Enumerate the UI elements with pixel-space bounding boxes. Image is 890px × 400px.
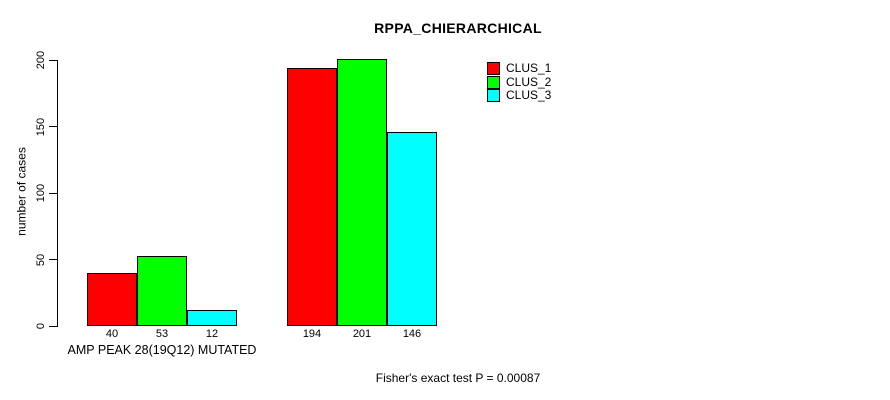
bar-value-label: 201 xyxy=(352,328,372,340)
bar-value-label: 40 xyxy=(105,328,119,340)
bar-value-label: 12 xyxy=(205,328,219,340)
y-tick xyxy=(49,192,57,194)
x-category-label: AMP PEAK 28(19Q12) MUTATED xyxy=(67,343,257,357)
y-tick-label: 100 xyxy=(35,183,47,203)
bar-value-label: 194 xyxy=(302,328,322,340)
y-tick-label: 0 xyxy=(35,322,47,330)
y-tick xyxy=(49,259,57,260)
y-tick-label: 50 xyxy=(35,253,47,266)
y-tick-label: 200 xyxy=(35,50,47,70)
legend-label-clus-2: CLUS_2 xyxy=(506,74,552,89)
bar-value-label: 146 xyxy=(402,328,422,340)
legend-label-clus-3: CLUS_3 xyxy=(506,87,552,102)
y-tick-label: 150 xyxy=(35,117,47,136)
legend: CLUS_1 CLUS_2 CLUS_3 xyxy=(487,62,551,102)
legend-item-clus-3: CLUS_3 xyxy=(487,87,552,102)
y-axis-label: number of cases xyxy=(14,147,29,236)
bar-clus-2-group-1 xyxy=(137,255,187,326)
y-axis-line xyxy=(57,60,58,327)
bar-clus-1-group-2 xyxy=(287,67,337,326)
legend-item-clus-1: CLUS_1 xyxy=(487,61,552,76)
y-tick xyxy=(49,126,57,127)
legend-swatch-clus-3 xyxy=(487,88,500,102)
bar-value-label: 53 xyxy=(155,328,169,340)
bar-clus-3-group-2 xyxy=(387,131,437,326)
legend-swatch-clus-2 xyxy=(487,75,500,89)
legend-swatch-clus-1 xyxy=(487,62,500,76)
legend-item-clus-2: CLUS_2 xyxy=(487,74,552,89)
legend-label-clus-1: CLUS_1 xyxy=(506,61,552,76)
bar-clus-1-group-1 xyxy=(87,272,137,326)
bar-clus-2-group-2 xyxy=(337,58,387,326)
chart-title: RPPA_CHIERARCHICAL xyxy=(374,20,542,36)
y-tick xyxy=(49,325,57,327)
y-tick xyxy=(49,59,57,61)
bar-clus-3-group-1 xyxy=(187,310,237,326)
footnote: Fisher's exact test P = 0.00087 xyxy=(375,371,541,385)
